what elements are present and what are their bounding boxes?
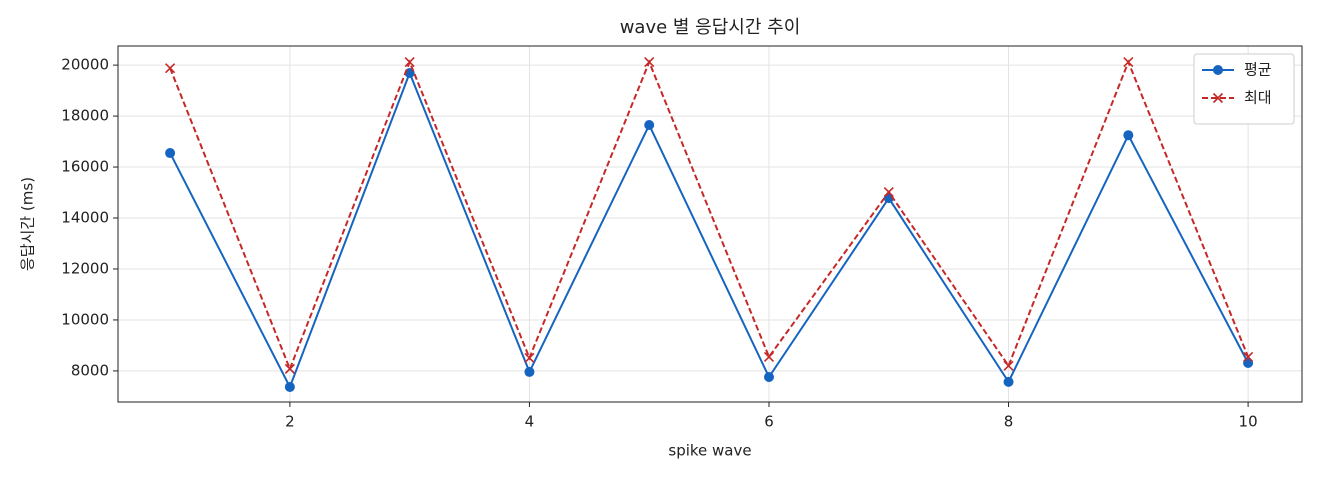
y-axis-label: 응답시간 (ms): [19, 177, 37, 271]
y-tick-label: 12000: [61, 259, 109, 277]
chart-title: wave 별 응답시간 추이: [620, 17, 801, 38]
marker: [165, 148, 176, 159]
legend-label: 평균: [1244, 61, 1272, 79]
marker: [763, 351, 775, 362]
y-tick-label: 20000: [61, 56, 109, 74]
marker: [524, 366, 535, 377]
marker: [1123, 130, 1134, 141]
marker: [165, 63, 176, 74]
y-tick-label: 16000: [61, 158, 109, 176]
series-line: [169, 70, 1249, 390]
marker: [1123, 56, 1134, 68]
x-tick-label: 10: [1239, 413, 1258, 431]
x-tick-label: 6: [764, 413, 774, 431]
x-tick-label: 8: [1004, 413, 1014, 431]
marker: [883, 186, 894, 198]
marker: [1003, 360, 1014, 371]
legend-marker: [1212, 92, 1224, 104]
marker: [404, 56, 415, 68]
legend-marker: [1213, 65, 1223, 75]
y-tick-label: 18000: [61, 107, 109, 125]
marker: [644, 119, 655, 130]
marker: [284, 381, 295, 392]
x-tick-label: 4: [525, 413, 535, 431]
marker: [644, 56, 655, 68]
x-tick-label: 2: [285, 413, 295, 431]
y-tick-label: 14000: [61, 209, 109, 227]
marker: [1003, 376, 1014, 387]
marker: [284, 363, 295, 374]
plot-frame: [117, 45, 1303, 403]
legend-label: 최대: [1244, 89, 1272, 107]
marker: [524, 352, 535, 363]
y-tick-label: 8000: [71, 361, 109, 379]
series-line: [169, 59, 1250, 372]
x-axis-label: spike wave: [668, 442, 751, 460]
marker: [1243, 351, 1254, 362]
y-tick-label: 10000: [61, 310, 109, 328]
marker: [763, 372, 774, 383]
